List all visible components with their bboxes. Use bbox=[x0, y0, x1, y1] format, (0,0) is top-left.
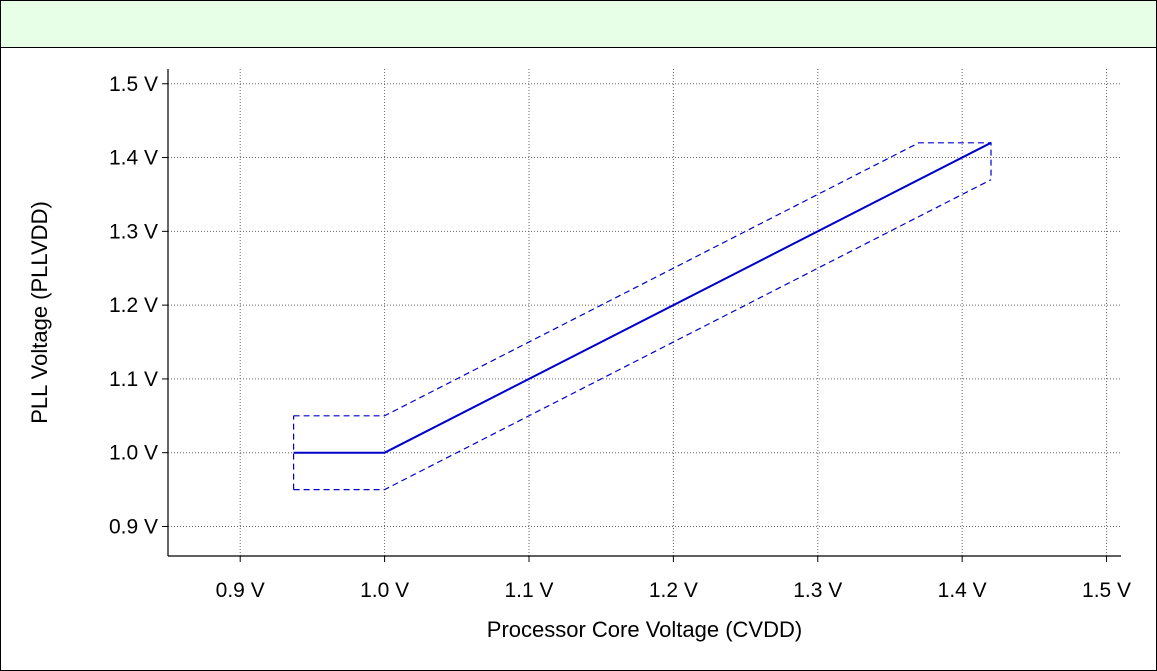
y-tick-label: 1.1 V bbox=[109, 368, 158, 391]
y-tick-label: 1.5 V bbox=[109, 73, 158, 96]
y-tick-label: 0.9 V bbox=[109, 515, 158, 538]
y-tick-label: 1.0 V bbox=[109, 442, 158, 465]
x-tick-label: 1.5 V bbox=[1082, 579, 1131, 602]
y-tick-label: 1.3 V bbox=[109, 220, 158, 243]
series-layer bbox=[293, 141, 992, 491]
x-tick-label: 1.0 V bbox=[360, 579, 409, 602]
x-tick-label: 1.1 V bbox=[504, 579, 553, 602]
y-tick-label: 1.2 V bbox=[109, 294, 158, 317]
x-tick-label: 1.3 V bbox=[793, 579, 842, 602]
x-tick-label: 1.2 V bbox=[649, 579, 698, 602]
y-tick-label: 1.4 V bbox=[109, 147, 158, 170]
x-axis-title: Processor Core Voltage (CVDD) bbox=[487, 617, 802, 642]
tick-layer: 0.9 V 1.0 V 1.1 V 1.2 V 1.3 V 1.4 V 1.5 V 0.9 V… bbox=[109, 73, 1131, 602]
grid-layer bbox=[168, 69, 1121, 556]
series-line-tolerance-2 bbox=[293, 179, 992, 491]
x-tick-label: 1.4 V bbox=[938, 579, 987, 602]
header-band bbox=[1, 1, 1156, 48]
series-line-tolerance-1 bbox=[293, 142, 992, 417]
series-line-nominal bbox=[293, 141, 992, 454]
y-axis-title: PLL Voltage (PLLVDD) bbox=[27, 201, 52, 424]
x-tick-label: 0.9 V bbox=[216, 579, 265, 602]
axis-layer bbox=[167, 69, 1121, 557]
